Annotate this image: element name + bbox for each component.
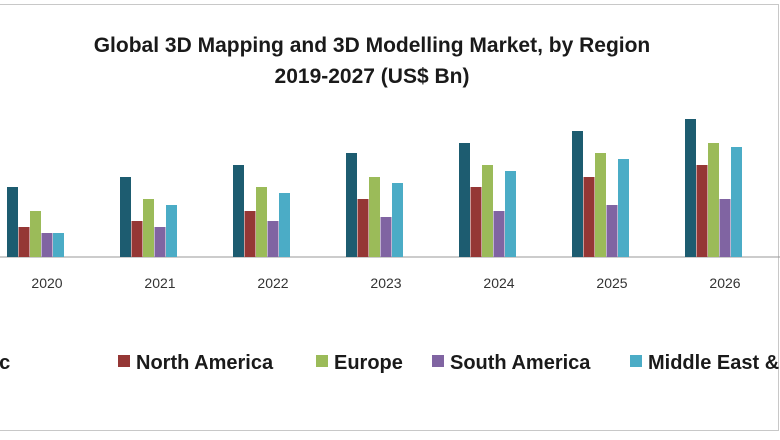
- x-tick-label: 2025: [596, 275, 627, 291]
- bar-2021-middle-east-africa: [166, 205, 177, 257]
- bar-2020-north-america: [18, 227, 30, 257]
- bar-2021-asia-pacific: [120, 177, 131, 257]
- bar-2021-south-america: [154, 227, 166, 257]
- legend-label: Asia Pacific: [0, 352, 10, 374]
- bar-2022-asia-pacific: [233, 165, 244, 257]
- bar-2025-europe: [595, 153, 606, 257]
- x-tick-label: 2026: [709, 275, 740, 291]
- x-tick-label: 2022: [257, 275, 288, 291]
- bar-2025-north-america: [583, 177, 595, 257]
- bar-2022-south-america: [267, 221, 279, 257]
- bar-2021-north-america: [131, 221, 143, 257]
- bar-2026-europe: [708, 143, 719, 257]
- bar-2026-north-america: [696, 165, 708, 257]
- legend-swatch: [316, 355, 328, 367]
- bar-2022-middle-east-africa: [279, 193, 290, 257]
- bar-2020-europe: [30, 211, 41, 257]
- bar-2026-asia-pacific: [685, 119, 696, 257]
- legend-label: North America: [136, 352, 274, 374]
- bar-2025-asia-pacific: [572, 131, 583, 257]
- chart-frame: [0, 4, 779, 431]
- legend-swatch: [118, 355, 130, 367]
- legend-label: Europe: [334, 352, 403, 374]
- chart-title-line: Global 3D Mapping and 3D Modelling Marke…: [93, 34, 651, 57]
- bar-2026-middle-east-africa: [731, 147, 742, 257]
- bars-group: [7, 119, 742, 257]
- bar-2024-south-america: [493, 211, 505, 257]
- chart-subtitle-line: 2019-2027 (US$ Bn): [274, 65, 470, 88]
- bar-2022-europe: [256, 187, 267, 257]
- x-tick-label: 2021: [144, 275, 175, 291]
- bar-2023-asia-pacific: [346, 153, 357, 257]
- legend: Asia Pacific North America Europe South Ame…: [0, 352, 780, 374]
- chart-title: Global 3D Mapping and 3D Modelling Marke…: [0, 30, 744, 92]
- bar-2020-south-america: [41, 233, 53, 257]
- bar-2025-south-america: [606, 205, 618, 257]
- legend-label: South America: [450, 352, 591, 374]
- bar-2023-middle-east-africa: [392, 183, 403, 257]
- x-tick-label: 2024: [483, 275, 514, 291]
- bar-2024-middle-east-africa: [505, 171, 516, 257]
- bar-2026-south-america: [719, 199, 731, 257]
- x-tick-label: 2023: [370, 275, 401, 291]
- bar-2022-north-america: [244, 211, 256, 257]
- bar-2023-north-america: [357, 199, 369, 257]
- legend-swatch: [630, 355, 642, 367]
- bar-2025-middle-east-africa: [618, 159, 629, 257]
- bar-2023-europe: [369, 177, 380, 257]
- legend-swatch: [432, 355, 444, 367]
- legend-label: Middle East & Africa: [648, 352, 780, 374]
- bar-2021-europe: [143, 199, 154, 257]
- bar-2023-south-america: [380, 217, 392, 257]
- bar-2020-middle-east-africa: [53, 233, 64, 257]
- x-tick-label: 2020: [31, 275, 62, 291]
- bar-2024-north-america: [470, 187, 482, 257]
- bar-2024-asia-pacific: [459, 143, 470, 257]
- bar-2024-europe: [482, 165, 493, 257]
- x-tick-labels: 2020 2021 2022 2023 2024 2025 2026: [31, 275, 740, 291]
- bar-2020-asia-pacific: [7, 187, 18, 257]
